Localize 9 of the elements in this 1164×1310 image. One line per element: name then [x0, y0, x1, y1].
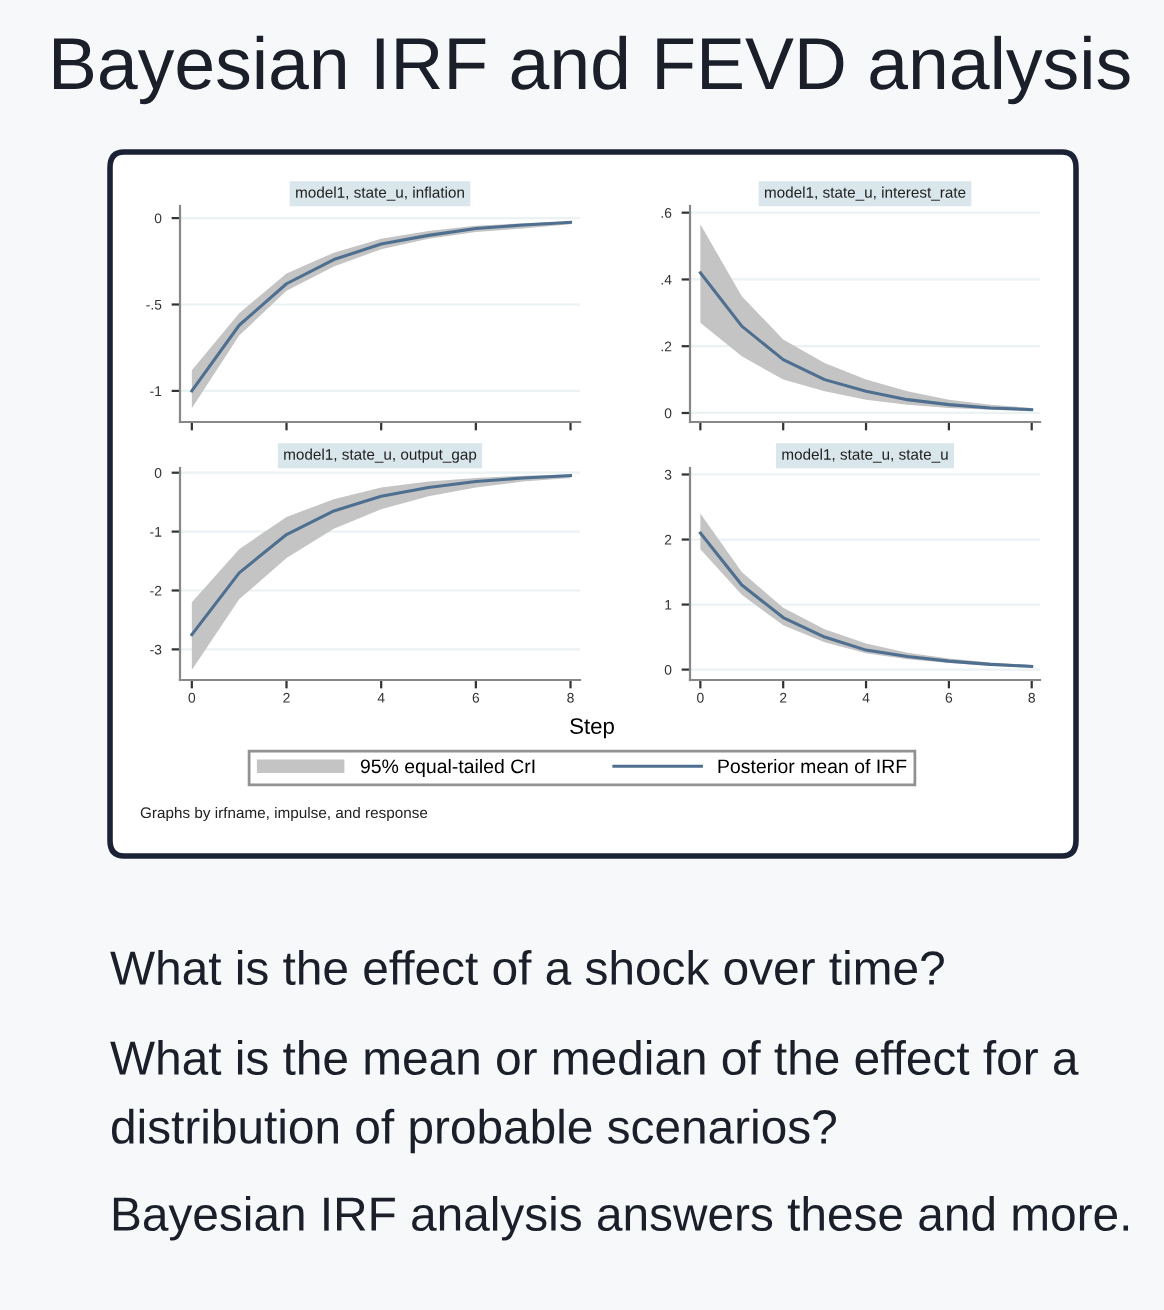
x-axis-title: Step: [570, 718, 614, 739]
legend-label: Posterior mean of IRF: [718, 758, 907, 774]
text: What is the mean or median of the effect for a distribution of probable scenarios?: [110, 1040, 1079, 1154]
line-series: [190, 474, 573, 637]
text: What is the effect of a shock over time?: [110, 950, 944, 986]
text: Bayesian IRF and FEVD analysis: [54, 35, 1130, 105]
line-series: [698, 271, 1034, 412]
text: Bayesian IRF analysis answers these and more.: [113, 1196, 1129, 1241]
text: 95% equal-tailed CrI: [360, 758, 535, 778]
